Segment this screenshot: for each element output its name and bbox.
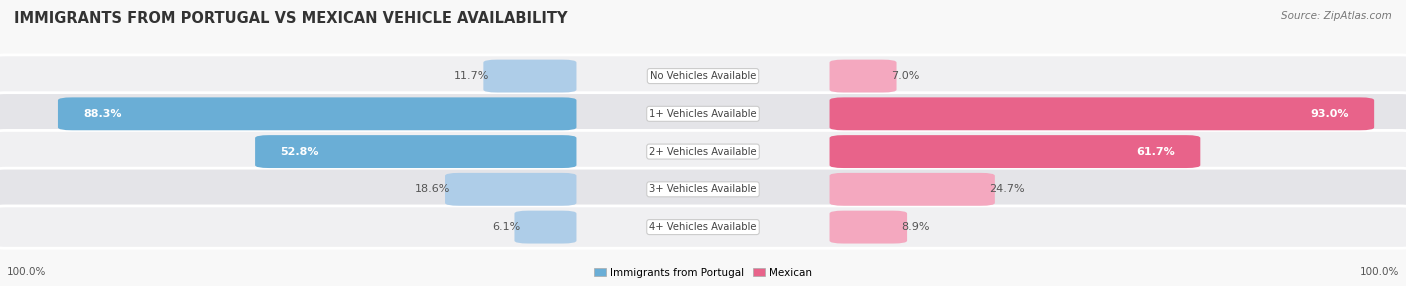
FancyBboxPatch shape bbox=[0, 93, 1406, 135]
Text: 11.7%: 11.7% bbox=[454, 71, 489, 81]
Text: 7.0%: 7.0% bbox=[891, 71, 920, 81]
Text: 100.0%: 100.0% bbox=[7, 267, 46, 277]
Legend: Immigrants from Portugal, Mexican: Immigrants from Portugal, Mexican bbox=[591, 265, 815, 281]
Text: 61.7%: 61.7% bbox=[1136, 147, 1175, 156]
FancyBboxPatch shape bbox=[830, 59, 897, 93]
FancyBboxPatch shape bbox=[0, 55, 1406, 97]
FancyBboxPatch shape bbox=[0, 130, 1406, 173]
FancyBboxPatch shape bbox=[446, 173, 576, 206]
FancyBboxPatch shape bbox=[830, 135, 1201, 168]
FancyBboxPatch shape bbox=[830, 173, 995, 206]
FancyBboxPatch shape bbox=[484, 59, 576, 93]
FancyBboxPatch shape bbox=[515, 210, 576, 244]
FancyBboxPatch shape bbox=[830, 97, 1374, 130]
Text: 93.0%: 93.0% bbox=[1310, 109, 1348, 119]
Text: 18.6%: 18.6% bbox=[415, 184, 451, 194]
FancyBboxPatch shape bbox=[0, 168, 1406, 210]
FancyBboxPatch shape bbox=[830, 210, 907, 244]
Text: Source: ZipAtlas.com: Source: ZipAtlas.com bbox=[1281, 11, 1392, 21]
Text: IMMIGRANTS FROM PORTUGAL VS MEXICAN VEHICLE AVAILABILITY: IMMIGRANTS FROM PORTUGAL VS MEXICAN VEHI… bbox=[14, 11, 568, 26]
Text: 2+ Vehicles Available: 2+ Vehicles Available bbox=[650, 147, 756, 156]
Text: No Vehicles Available: No Vehicles Available bbox=[650, 71, 756, 81]
Text: 88.3%: 88.3% bbox=[83, 109, 122, 119]
FancyBboxPatch shape bbox=[58, 97, 576, 130]
FancyBboxPatch shape bbox=[0, 206, 1406, 248]
Text: 1+ Vehicles Available: 1+ Vehicles Available bbox=[650, 109, 756, 119]
Text: 100.0%: 100.0% bbox=[1360, 267, 1399, 277]
Text: 8.9%: 8.9% bbox=[901, 222, 929, 232]
Text: 24.7%: 24.7% bbox=[990, 184, 1025, 194]
Text: 4+ Vehicles Available: 4+ Vehicles Available bbox=[650, 222, 756, 232]
Text: 6.1%: 6.1% bbox=[492, 222, 520, 232]
Text: 52.8%: 52.8% bbox=[280, 147, 319, 156]
FancyBboxPatch shape bbox=[254, 135, 576, 168]
Text: 3+ Vehicles Available: 3+ Vehicles Available bbox=[650, 184, 756, 194]
